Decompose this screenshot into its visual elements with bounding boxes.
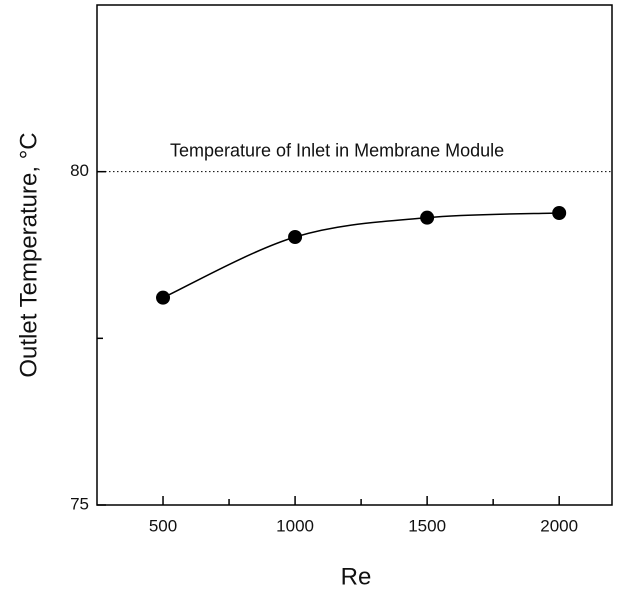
data-point <box>156 290 171 305</box>
data-point <box>420 210 435 225</box>
data-point <box>552 206 567 220</box>
x-tick-label: 1500 <box>408 516 446 535</box>
x-axis-title: Re <box>341 563 372 590</box>
reference-label: Temperature of Inlet in Membrane Module <box>170 140 504 160</box>
y-tick-label: 80 <box>70 161 89 180</box>
x-tick-label: 2000 <box>540 516 578 535</box>
x-tick-label: 500 <box>149 516 177 535</box>
x-tick-label: 1000 <box>276 516 314 535</box>
series-line <box>162 212 560 299</box>
plot-frame <box>96 4 613 506</box>
data-point <box>288 230 303 244</box>
y-tick-label: 75 <box>70 494 89 513</box>
y-axis-title: Outlet Temperature, °C <box>15 132 42 377</box>
